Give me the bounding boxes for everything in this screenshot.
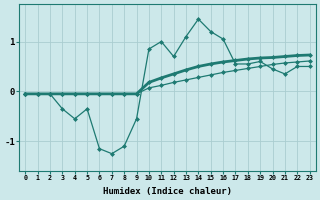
X-axis label: Humidex (Indice chaleur): Humidex (Indice chaleur) <box>103 187 232 196</box>
